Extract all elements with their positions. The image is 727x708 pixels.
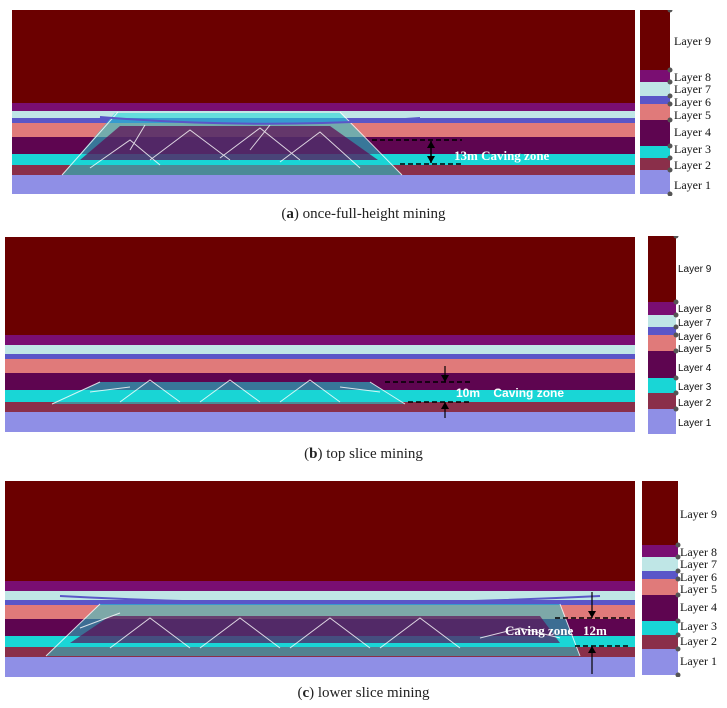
legend-a: Layer 9 Layer 8 Layer 7 Layer 6 Layer 5 … [640,10,727,196]
layer8-band [5,335,635,345]
legend-b-layer9: Layer 9 [678,264,712,275]
caption-b-letter: b [309,446,318,462]
legend-c-layer6: Layer 6 [680,570,717,584]
arrow-head-up [427,141,435,148]
legend-a-layer7: Layer 7 [674,82,711,96]
arrow-head-down [427,156,435,163]
arrow-head-down [441,375,449,382]
layer1-band [12,175,635,194]
caption-a-letter: a [286,206,294,222]
legend-b-layer2: Layer 2 [678,398,712,409]
fracture-lines [61,111,403,176]
panel-a: 13m Caving zone Layer 9 Layer 8 Layer 7 … [0,0,727,200]
legend-a-layer9: Layer 9 [674,34,711,48]
legend-c-layer7: Layer 7 [680,557,717,571]
legend-a-layer3: Layer 3 [674,142,711,156]
legend-b-layer7: Layer 7 [678,318,712,329]
legend-b-layer8: Layer 8 [678,304,712,315]
layer7-band [5,345,635,354]
subsided-strata-line [59,595,601,604]
caption-a: (a) once-full-height mining [281,206,446,222]
caption-c: (c) lower slice mining [297,685,430,701]
layer9-band [5,237,635,335]
legend-b-layer1: Layer 1 [678,418,712,429]
caption-b-text: top slice mining [322,446,423,462]
fracture-lines [51,379,406,405]
legend-c-layer8: Layer 8 [680,545,717,559]
layer8-band [12,103,635,111]
legend-c-layer3: Layer 3 [680,619,717,633]
layer7-band [5,591,635,600]
layer2-band [5,402,635,412]
panel-b: 10m Caving zone Layer 9 Layer 8 Layer 7 … [0,232,727,438]
layer1-band [5,657,635,677]
legend-c-layer4: Layer 4 [680,600,717,614]
caving-zone-annotation: Caving zone 12m [505,623,607,638]
arrow-head-up [588,646,596,653]
legend-b-layer4: Layer 4 [678,363,712,374]
model-a [12,10,635,194]
caving-zone-annotation: 13m Caving zone [454,148,550,163]
caving-zone-annotation: 10m Caving zone [456,386,565,400]
panel-c: Caving zone 12m Layer 9 Layer 8 Layer 7 … [0,478,727,678]
layer6-band [5,354,635,359]
legend-a-layer4: Layer 4 [674,125,711,139]
legend-b: Layer 9 Layer 8 Layer 7 Layer 6 Layer 5 … [648,236,727,436]
caption-a-text: once-full-height mining [298,206,446,222]
layer1-band [5,412,635,432]
layer9-band [5,481,635,581]
legend-c-layer9: Layer 9 [680,507,717,521]
legend-c-layer2: Layer 2 [680,634,717,648]
layer8-band [5,581,635,591]
legend-a-layer2: Layer 2 [674,158,711,172]
legend-a-layer1: Layer 1 [674,178,711,192]
legend-c: Layer 9 Layer 8 Layer 7 Layer 6 Layer 5 … [642,481,727,677]
caption-c-letter: c [302,685,310,701]
caption-c-text: lower slice mining [314,685,430,701]
legend-b-layer5: Layer 5 [678,344,712,355]
layer9-band [12,10,635,106]
subsided-strata-line [99,116,421,125]
caved-zone-dark [80,126,378,160]
legend-c-layer1: Layer 1 [680,654,717,668]
legend-a-layer6: Layer 6 [674,95,711,109]
layer5-band [5,359,635,373]
caved-zone [52,382,405,404]
legend-b-layer6: Layer 6 [678,332,712,343]
legend-b-layer3: Layer 3 [678,382,712,393]
legend-a-layer5: Layer 5 [674,108,711,122]
caption-b: (b) top slice mining [304,446,423,462]
legend-c-layer5: Layer 5 [680,582,717,596]
model-c [5,481,635,677]
arrow-head-up [441,402,449,409]
fracture-lines [45,603,581,657]
arrow-head-down [588,611,596,618]
legend-a-layer8: Layer 8 [674,70,711,84]
model-b [5,237,635,432]
